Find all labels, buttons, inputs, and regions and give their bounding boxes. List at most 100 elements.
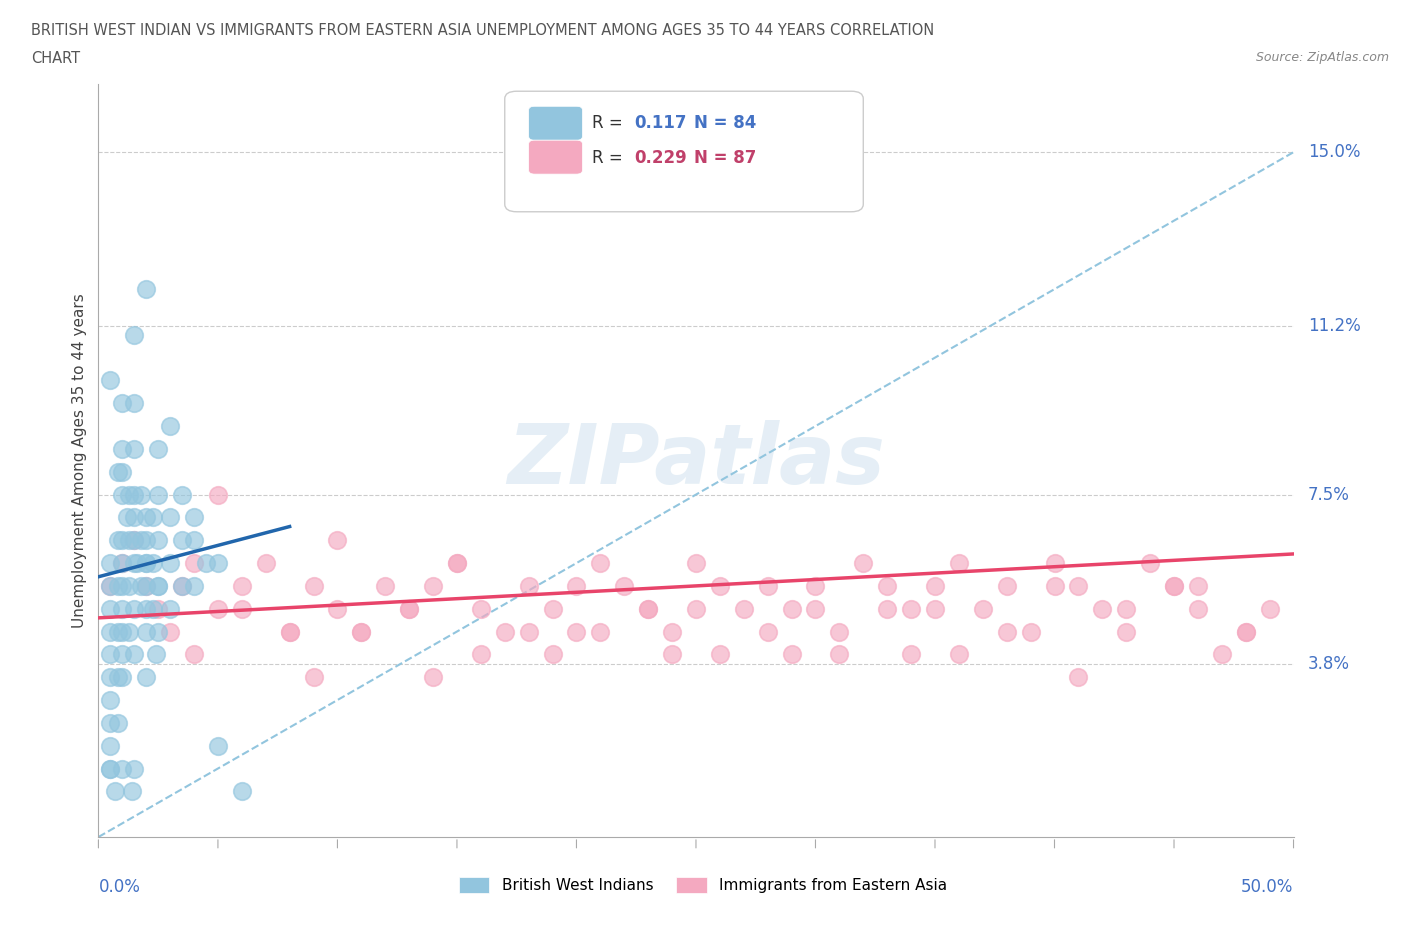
Point xyxy=(118,533,141,548)
Point xyxy=(135,624,157,639)
Point xyxy=(172,533,194,548)
Point xyxy=(98,670,122,684)
Point xyxy=(1115,624,1137,639)
Point xyxy=(876,602,898,617)
Point xyxy=(231,602,253,617)
Point xyxy=(685,555,707,570)
Point xyxy=(148,442,170,457)
Point xyxy=(685,602,707,617)
Point xyxy=(1187,578,1209,593)
Point xyxy=(446,555,468,570)
Point xyxy=(98,693,122,708)
Point xyxy=(900,647,922,662)
Point xyxy=(148,533,170,548)
Point xyxy=(131,578,153,593)
Point xyxy=(231,784,253,799)
Point xyxy=(172,578,194,593)
Point xyxy=(111,647,134,662)
Point xyxy=(124,487,146,502)
Point xyxy=(517,624,540,639)
Point xyxy=(118,487,141,502)
Point xyxy=(107,670,129,684)
Point xyxy=(613,578,636,593)
Point xyxy=(207,487,229,502)
Point xyxy=(98,738,122,753)
Point xyxy=(111,555,134,570)
Point xyxy=(172,578,194,593)
Point xyxy=(118,578,141,593)
Point xyxy=(374,578,396,593)
Point xyxy=(1067,670,1090,684)
Point xyxy=(195,555,218,570)
Point xyxy=(124,442,146,457)
Point xyxy=(111,464,134,479)
Text: 3.8%: 3.8% xyxy=(1308,655,1350,672)
Point xyxy=(326,602,349,617)
Point xyxy=(135,602,157,617)
Point xyxy=(661,624,683,639)
Point xyxy=(159,602,181,617)
Point xyxy=(1043,555,1066,570)
Point xyxy=(124,761,146,776)
Point xyxy=(98,761,122,776)
Point xyxy=(124,396,146,411)
Point xyxy=(780,602,803,617)
Point xyxy=(1043,578,1066,593)
Text: N = 84: N = 84 xyxy=(693,113,756,132)
Point xyxy=(98,602,122,617)
Point xyxy=(104,784,127,799)
Point xyxy=(135,533,157,548)
Point xyxy=(446,555,468,570)
Point xyxy=(183,533,205,548)
Legend: British West Indians, Immigrants from Eastern Asia: British West Indians, Immigrants from Ea… xyxy=(453,870,953,899)
Point xyxy=(111,624,134,639)
Text: Source: ZipAtlas.com: Source: ZipAtlas.com xyxy=(1256,51,1389,64)
Text: 7.5%: 7.5% xyxy=(1308,485,1350,503)
Point xyxy=(278,624,301,639)
Point xyxy=(115,510,138,525)
Point xyxy=(111,487,134,502)
Point xyxy=(98,373,122,388)
Point xyxy=(124,602,146,617)
Point xyxy=(1163,578,1185,593)
Point xyxy=(148,602,170,617)
Point xyxy=(111,602,134,617)
Point xyxy=(135,670,157,684)
Point xyxy=(131,533,153,548)
Point xyxy=(148,624,170,639)
Point xyxy=(302,578,325,593)
Text: 15.0%: 15.0% xyxy=(1308,143,1361,161)
Point xyxy=(756,578,779,593)
Point xyxy=(780,647,803,662)
Point xyxy=(159,510,181,525)
Point xyxy=(350,624,373,639)
Point xyxy=(107,533,129,548)
Point xyxy=(398,602,420,617)
Point xyxy=(142,602,165,617)
Point xyxy=(124,510,146,525)
Y-axis label: Unemployment Among Ages 35 to 44 years: Unemployment Among Ages 35 to 44 years xyxy=(72,293,87,628)
Point xyxy=(972,602,994,617)
Point xyxy=(565,624,588,639)
Point xyxy=(121,784,143,799)
Point xyxy=(183,578,205,593)
Point xyxy=(124,327,146,342)
Point xyxy=(183,647,205,662)
Point xyxy=(111,578,134,593)
Point xyxy=(254,555,277,570)
Point xyxy=(1139,555,1161,570)
Point xyxy=(231,578,253,593)
Point xyxy=(326,533,349,548)
Point xyxy=(948,647,970,662)
Point xyxy=(111,396,134,411)
Point xyxy=(637,602,659,617)
Point xyxy=(1019,624,1042,639)
FancyBboxPatch shape xyxy=(505,91,863,212)
Point xyxy=(1067,578,1090,593)
FancyBboxPatch shape xyxy=(529,106,582,140)
Point xyxy=(145,647,167,662)
Text: 50.0%: 50.0% xyxy=(1241,879,1294,897)
Point xyxy=(804,578,827,593)
Point xyxy=(398,602,420,617)
Text: 0.229: 0.229 xyxy=(634,149,686,166)
